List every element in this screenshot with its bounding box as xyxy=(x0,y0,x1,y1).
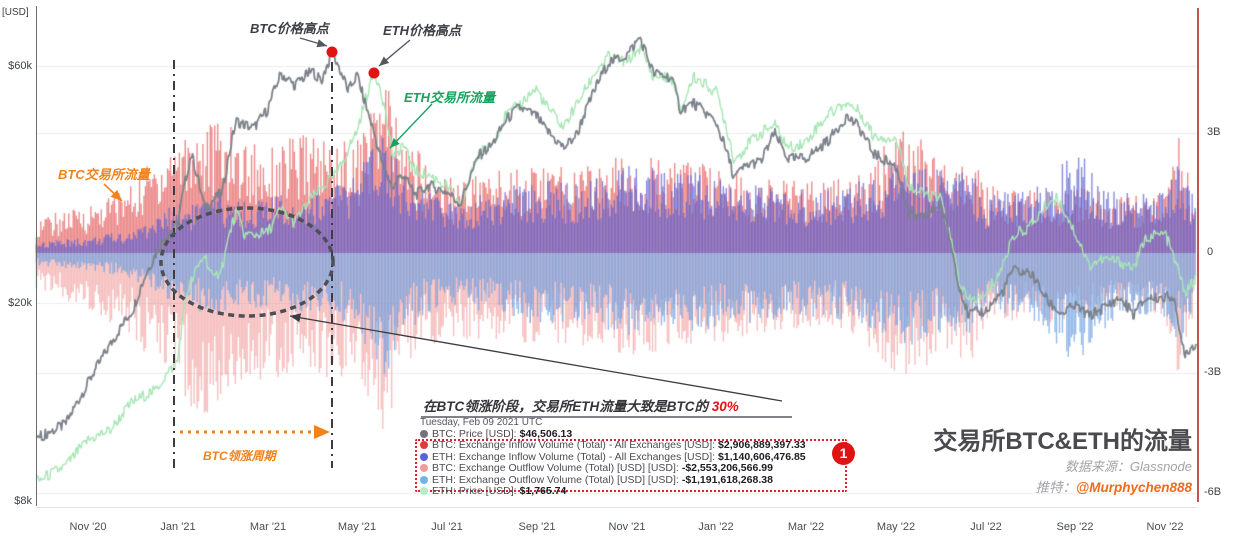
x-tick-jul21: Jul '21 xyxy=(431,521,463,533)
btc-peak-label: BTC价格高点 xyxy=(250,21,329,36)
tooltip-readout: Tuesday, Feb 09 2021 UTC BTC: Price [USD… xyxy=(420,417,806,497)
x-tick-may22: May '22 xyxy=(876,521,916,533)
note-prefix: 在BTC领涨阶段，交易所ETH流量大致是BTC的 xyxy=(423,399,712,414)
btc-inflow-dot-icon xyxy=(420,441,428,450)
left-axis-unit-label: [USD] xyxy=(2,7,29,18)
x-tick-nov21: Nov '21 xyxy=(608,521,646,533)
tooltip-highlight-box xyxy=(415,439,847,492)
btc-outflow-dot-icon xyxy=(420,464,428,473)
tooltip-row-eth-inflow: ETH: Exchange Inflow Volume (Total) - Al… xyxy=(420,451,806,463)
eth-peak-label: ETH价格高点 xyxy=(383,23,462,38)
btc-flow-label: BTC交易所流量 xyxy=(58,167,150,182)
x-tick-jan21: Jan '21 xyxy=(160,521,196,533)
right-axis-tick-m3b: -3B xyxy=(1204,366,1222,378)
callout-badge-1: 1 xyxy=(832,442,855,465)
twitter-handle: @Murphychen888 xyxy=(1076,480,1192,495)
right-axis-tick-3b: 3B xyxy=(1207,126,1221,138)
left-axis-tick-60k: $60k xyxy=(8,60,32,72)
x-tick-mar22: Mar '22 xyxy=(787,521,825,533)
x-tick-sep21: Sep '21 xyxy=(518,521,556,533)
tooltip-row-btc-inflow: BTC: Exchange Inflow Volume (Total) - Al… xyxy=(420,440,806,451)
x-tick-nov20: Nov '20 xyxy=(69,521,107,533)
x-tick-nov22: Nov '22 xyxy=(1146,521,1184,533)
left-axis-tick-8k: $8k xyxy=(14,495,32,507)
x-tick-mar21: Mar '21 xyxy=(249,521,287,533)
eth-inflow-dot-icon xyxy=(420,452,428,461)
tooltip-row-eth-outflow: ETH: Exchange Outflow Volume (Total) [US… xyxy=(420,474,806,486)
lead-cycle-label: BTC领涨周期 xyxy=(203,449,276,463)
tooltip-row-eth-price: ETH: Price [USD]: $1,765.74 xyxy=(420,485,806,497)
tooltip-row-btc-outflow: BTC: Exchange Outflow Volume (Total) [US… xyxy=(420,463,806,474)
left-axis-tick-20k: $20k xyxy=(8,297,32,309)
eth-price-dot-icon xyxy=(420,487,428,496)
tooltip-row-btc-price: BTC: Price [USD]: $46,506.13 xyxy=(420,428,806,440)
x-tick-jan22: Jan '22 xyxy=(698,521,734,533)
right-axis-tick-m6b: -6B xyxy=(1204,486,1222,498)
btc-price-dot-icon xyxy=(420,430,428,438)
plot-bottom-border xyxy=(36,507,1197,508)
x-tick-jul22: Jul '22 xyxy=(970,521,1002,533)
chart-title: 交易所BTC&ETH的流量 xyxy=(933,428,1192,455)
tooltip-date: Tuesday, Feb 09 2021 UTC xyxy=(420,417,543,428)
twitter-line: 推特：@Murphychen888 xyxy=(1035,480,1192,495)
x-tick-sep22: Sep '22 xyxy=(1056,521,1094,533)
right-axis-tick-0: 0 xyxy=(1207,246,1214,258)
x-tick-may21: May '21 xyxy=(337,521,377,533)
data-source-line: 数据来源：Glassnode xyxy=(1064,459,1192,474)
right-axis-line xyxy=(1197,8,1199,502)
eth-outflow-dot-icon xyxy=(420,475,428,484)
eth-flow-label: ETH交易所流量 xyxy=(404,90,496,105)
note-text: 在BTC领涨阶段，交易所ETH流量大致是BTC的 30% xyxy=(423,395,739,415)
left-axis-line xyxy=(36,6,37,506)
note-highlight: 30% xyxy=(711,399,739,414)
